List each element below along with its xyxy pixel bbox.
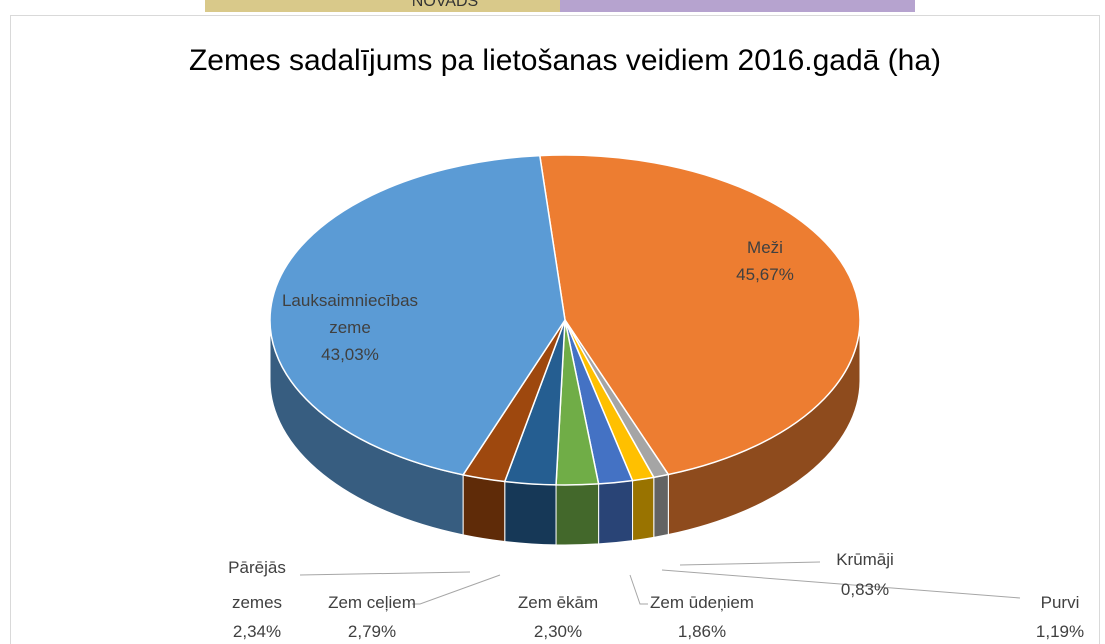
- value-label: 2,30%: [533, 622, 583, 641]
- leader-line: [679, 561, 821, 566]
- value-label: 1,86%: [677, 622, 727, 641]
- category-label: Lauksaimniecības zeme: [281, 291, 419, 337]
- category-label: Zem ūdeņiem: [650, 593, 754, 612]
- map-fragment: [560, 0, 915, 12]
- slice-side: [555, 483, 600, 546]
- category-label: Pārējās zemes: [228, 558, 286, 612]
- leader-line: [412, 574, 501, 605]
- category-label: Zem ēkām: [517, 593, 599, 612]
- category-label: Krūmāji: [836, 550, 894, 569]
- slice-side: [598, 480, 634, 545]
- category-label: Meži: [747, 238, 783, 257]
- value-label: 2,34%: [232, 622, 282, 641]
- leader-line: [661, 569, 1021, 599]
- category-label: Purvi: [1040, 593, 1080, 612]
- category-label: Zem ceļiem: [328, 593, 416, 612]
- slice: [538, 154, 861, 476]
- slice-side: [504, 480, 557, 546]
- value-label: 1,19%: [1035, 622, 1085, 641]
- value-label: 0,83%: [840, 580, 890, 599]
- value-label: 2,79%: [347, 622, 397, 641]
- slice-side: [462, 474, 506, 543]
- map-text: NOVADS: [412, 0, 478, 10]
- slice-side: [632, 476, 655, 542]
- leader-line: [299, 571, 471, 576]
- slice-side: [653, 473, 669, 538]
- slice: [269, 154, 566, 476]
- chart-title: Zemes sadalījums pa lietošanas veidiem 2…: [189, 44, 941, 77]
- value-label: 43,03%: [321, 345, 379, 364]
- leader-line: [629, 574, 648, 605]
- value-label: 45,67%: [736, 265, 794, 284]
